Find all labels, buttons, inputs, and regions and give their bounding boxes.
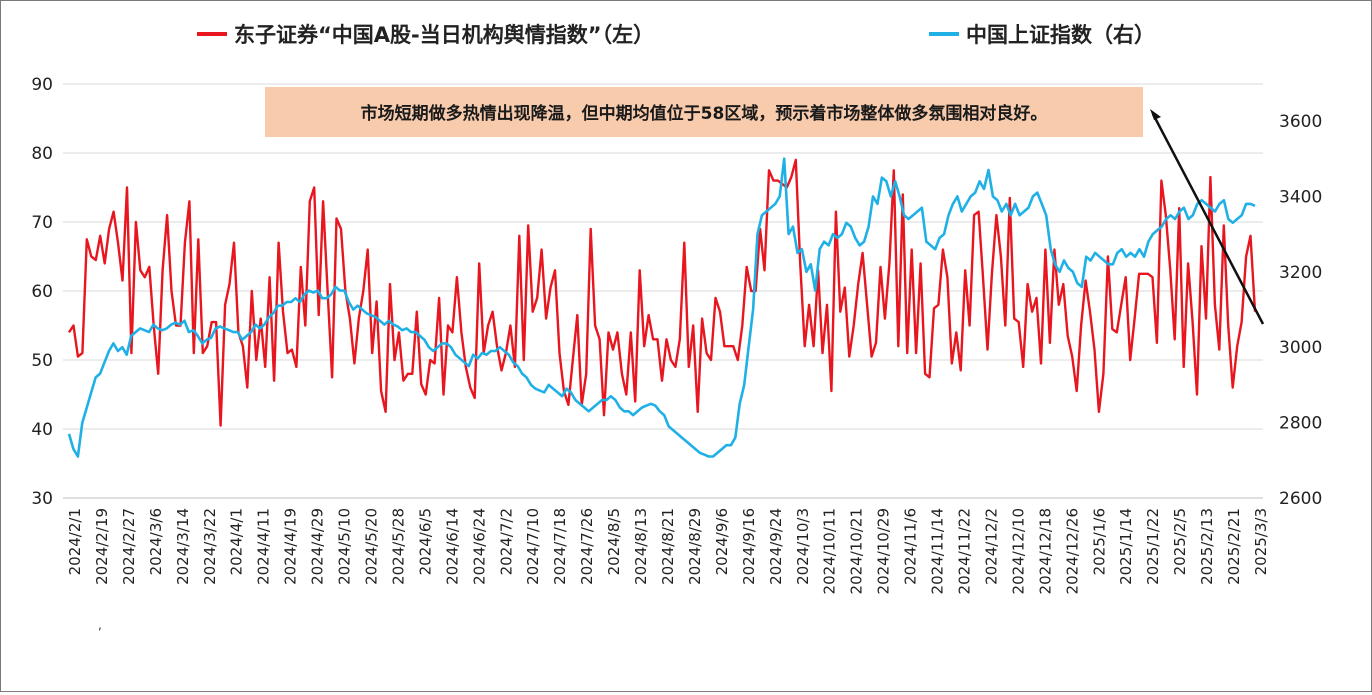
x-tick-label: 2024/10/3 bbox=[794, 508, 812, 585]
annotation-arrow bbox=[1151, 113, 1265, 325]
x-tick-label: 2024/2/1 bbox=[66, 508, 84, 575]
x-tick-label: 2024/11/14 bbox=[929, 508, 947, 594]
x-tick-label: 2024/6/14 bbox=[443, 508, 461, 585]
x-tick-label: 2024/7/10 bbox=[524, 508, 542, 585]
x-tick-label: 2024/9/6 bbox=[713, 508, 731, 575]
x-tick-label: 2024/3/14 bbox=[174, 508, 192, 585]
y-left-tick-label: 40 bbox=[31, 420, 53, 440]
x-tick-label: 2024/6/24 bbox=[470, 508, 488, 585]
y-right-tick-label: 3200 bbox=[1279, 263, 1322, 283]
x-tick-label: 2024/4/1 bbox=[228, 508, 246, 575]
y-right-tick-label: 3000 bbox=[1279, 338, 1322, 358]
x-tick-label: 2024/2/19 bbox=[93, 508, 111, 585]
y-left-tick-label: 80 bbox=[31, 144, 53, 164]
x-tick-label: 2024/12/10 bbox=[1009, 508, 1027, 594]
x-tick-label: 2024/8/13 bbox=[632, 508, 650, 585]
x-tick-label: 2024/12/26 bbox=[1063, 508, 1081, 594]
x-tick-label: 2024/5/20 bbox=[363, 508, 381, 585]
x-tick-label: 2024/12/2 bbox=[982, 508, 1000, 585]
y-right-tick-label: 3400 bbox=[1279, 187, 1322, 207]
x-tick-label: 2024/4/11 bbox=[255, 508, 273, 585]
x-tick-label: 2024/7/18 bbox=[551, 508, 569, 585]
annotation-box bbox=[265, 87, 1143, 137]
x-tick-label: 2025/2/21 bbox=[1225, 508, 1243, 585]
x-tick-label: 2024/5/10 bbox=[336, 508, 354, 585]
y-right-tick-label: 3600 bbox=[1279, 112, 1322, 132]
legend: 东子证券“中国A股-当日机构舆情指数”（左） 中国上证指数（右） bbox=[197, 23, 1155, 47]
x-tick-label: 2025/3/3 bbox=[1252, 508, 1270, 575]
y-right-tick-label: 2800 bbox=[1279, 414, 1322, 434]
legend-right-label: 中国上证指数（右） bbox=[966, 23, 1155, 47]
gridlines bbox=[63, 83, 1263, 499]
stray-mark: , bbox=[98, 618, 102, 632]
x-tick-label: 2025/2/13 bbox=[1198, 508, 1216, 585]
x-tick-label: 2024/10/21 bbox=[848, 508, 866, 594]
y-left-axis: 30 40 50 60 70 80 90 bbox=[31, 75, 53, 509]
series-line-shanghai-index bbox=[67, 157, 1256, 458]
x-tick-label: 2024/3/22 bbox=[201, 508, 219, 585]
x-tick-label: 2024/9/16 bbox=[740, 508, 758, 585]
x-tick-label: 2025/1/14 bbox=[1117, 508, 1135, 585]
annotation-text: 市场短期做多热情出现降温，但中期均值位于58区域，预示着市场整体做多氛围相对良好… bbox=[361, 103, 1048, 124]
annotation: 市场短期做多热情出现降温，但中期均值位于58区域，预示着市场整体做多氛围相对良好… bbox=[265, 87, 1265, 325]
x-tick-label: 2024/12/18 bbox=[1036, 508, 1054, 594]
y-left-tick-label: 60 bbox=[31, 282, 53, 302]
x-tick-label: 2025/2/5 bbox=[1171, 508, 1189, 575]
x-tick-label: 2024/7/26 bbox=[578, 508, 596, 585]
x-tick-label: 2024/3/6 bbox=[147, 508, 165, 575]
x-tick-label: 2024/4/19 bbox=[282, 508, 300, 585]
x-tick-label: 2024/8/21 bbox=[659, 508, 677, 585]
x-axis: 2024/2/1 2024/2/19 2024/2/27 2024/3/6 2024/3… bbox=[66, 508, 1270, 594]
series-layer bbox=[67, 157, 1257, 458]
x-tick-label: 2024/4/29 bbox=[309, 508, 327, 585]
x-tick-label: 2024/6/5 bbox=[416, 508, 434, 575]
y-left-tick-label: 90 bbox=[31, 75, 53, 95]
x-tick-label: 2024/8/29 bbox=[686, 508, 704, 585]
x-tick-label: 2024/11/6 bbox=[902, 508, 920, 585]
series-line-sentiment-index bbox=[67, 158, 1257, 427]
x-tick-label: 2024/10/29 bbox=[875, 508, 893, 594]
x-tick-label: 2024/7/2 bbox=[497, 508, 515, 575]
x-tick-label: 2024/10/11 bbox=[821, 508, 839, 594]
annotation-arrowhead bbox=[1150, 109, 1161, 120]
x-tick-label: 2025/1/6 bbox=[1090, 508, 1108, 575]
legend-left-label: 东子证券“中国A股-当日机构舆情指数”（左） bbox=[234, 23, 654, 47]
x-tick-label: 2025/1/22 bbox=[1144, 508, 1162, 585]
y-right-axis: 2600 2800 3000 3200 3400 3600 bbox=[1279, 112, 1322, 509]
y-left-tick-label: 50 bbox=[31, 351, 53, 371]
x-tick-label: 2024/5/28 bbox=[389, 508, 407, 585]
x-tick-label: 2024/2/27 bbox=[120, 508, 138, 585]
x-tick-label: 2024/9/24 bbox=[767, 508, 785, 585]
y-right-tick-label: 2600 bbox=[1279, 489, 1322, 509]
y-left-tick-label: 70 bbox=[31, 213, 53, 233]
x-tick-label: 2024/8/5 bbox=[605, 508, 623, 575]
y-left-tick-label: 30 bbox=[31, 489, 53, 509]
x-tick-label: 2024/11/22 bbox=[956, 508, 974, 594]
